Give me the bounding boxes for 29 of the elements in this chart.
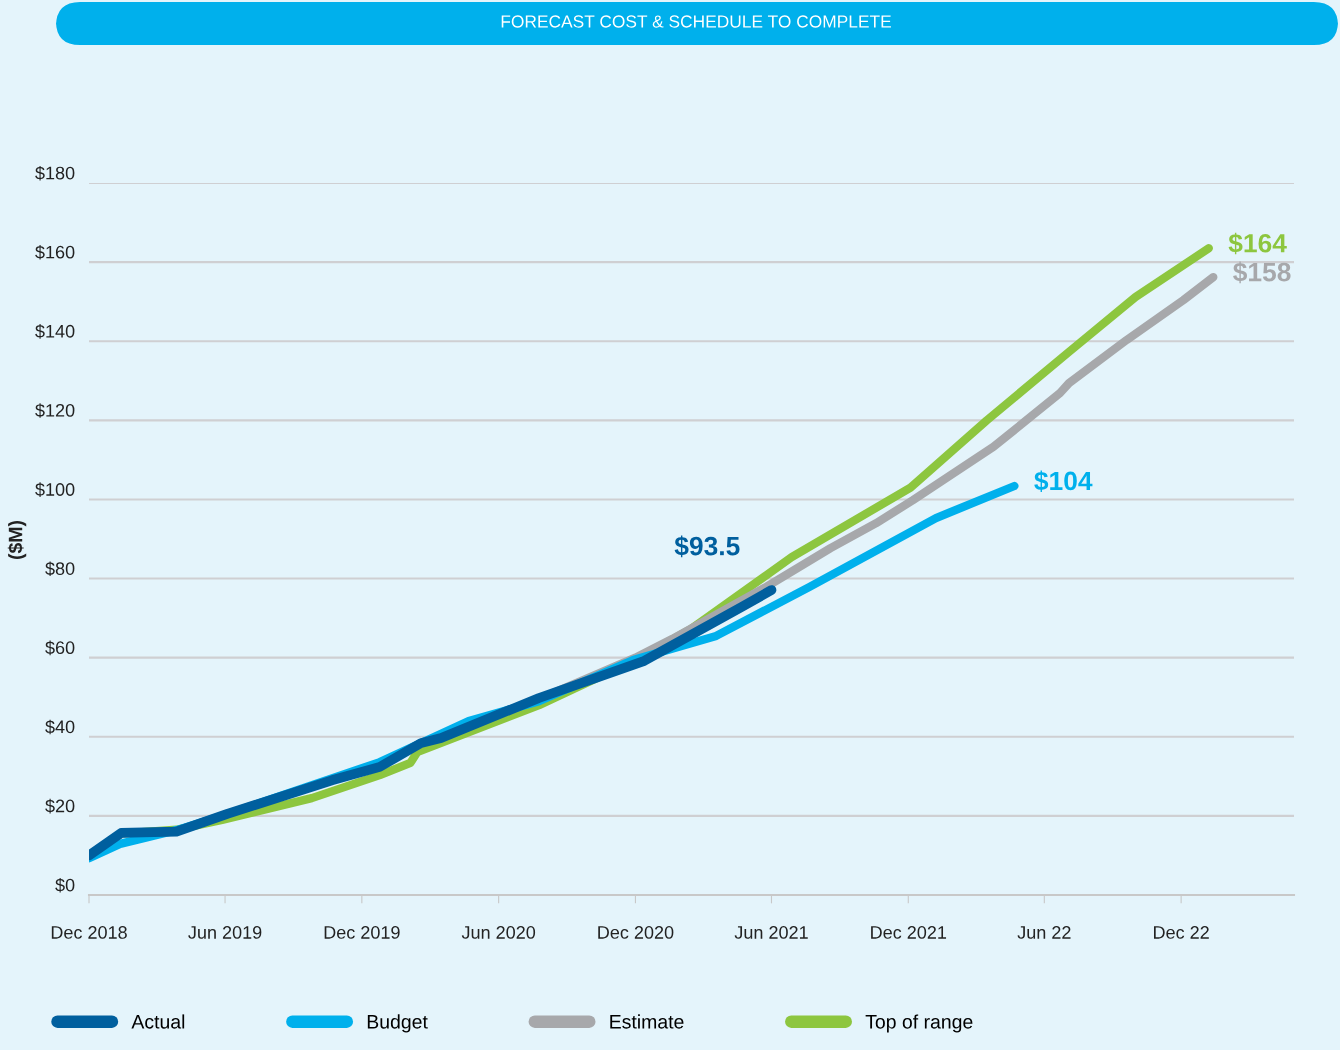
annotation: $104 bbox=[1034, 470, 1093, 492]
x-tick-label: Dec 2021 bbox=[871, 926, 947, 939]
y-tick-label: $120 bbox=[35, 403, 75, 418]
y-tick-label: $140 bbox=[35, 324, 75, 339]
annotation: $164 bbox=[1228, 232, 1287, 255]
y-tick-label: $180 bbox=[35, 165, 75, 181]
y-tick-label: $80 bbox=[45, 561, 75, 577]
y-tick-label: $20 bbox=[45, 798, 75, 814]
y-axis-title: ($M) bbox=[7, 520, 27, 560]
legend-label: Actual bbox=[131, 1014, 185, 1029]
y-tick-label: $100 bbox=[35, 482, 75, 497]
legend-label: Budget bbox=[367, 1014, 428, 1033]
x-tick-label: Jun 2020 bbox=[461, 926, 536, 939]
x-tick-label: Jun 22 bbox=[1017, 926, 1071, 939]
chart-title: FORECAST COST & SCHEDULE TO COMPLETE bbox=[501, 15, 891, 28]
x-tick-label: Dec 22 bbox=[1154, 926, 1209, 939]
y-tick-label: $60 bbox=[45, 640, 75, 656]
x-tick-label: Jun 2021 bbox=[734, 926, 808, 939]
y-tick-label: $160 bbox=[35, 245, 75, 260]
x-tick-label: Dec 2018 bbox=[51, 926, 127, 939]
legend-label: Estimate bbox=[610, 1014, 684, 1029]
annotation: $158 bbox=[1233, 261, 1291, 284]
y-tick-label: $0 bbox=[55, 877, 75, 893]
y-tick-label: $40 bbox=[45, 719, 75, 735]
x-tick-label: Dec 2020 bbox=[598, 926, 674, 939]
legend-label: Top of range bbox=[865, 1014, 973, 1033]
x-tick-label: Jun 2019 bbox=[188, 926, 262, 939]
x-tick-label: Dec 2019 bbox=[324, 926, 400, 939]
annotation: $93.5 bbox=[674, 535, 740, 558]
